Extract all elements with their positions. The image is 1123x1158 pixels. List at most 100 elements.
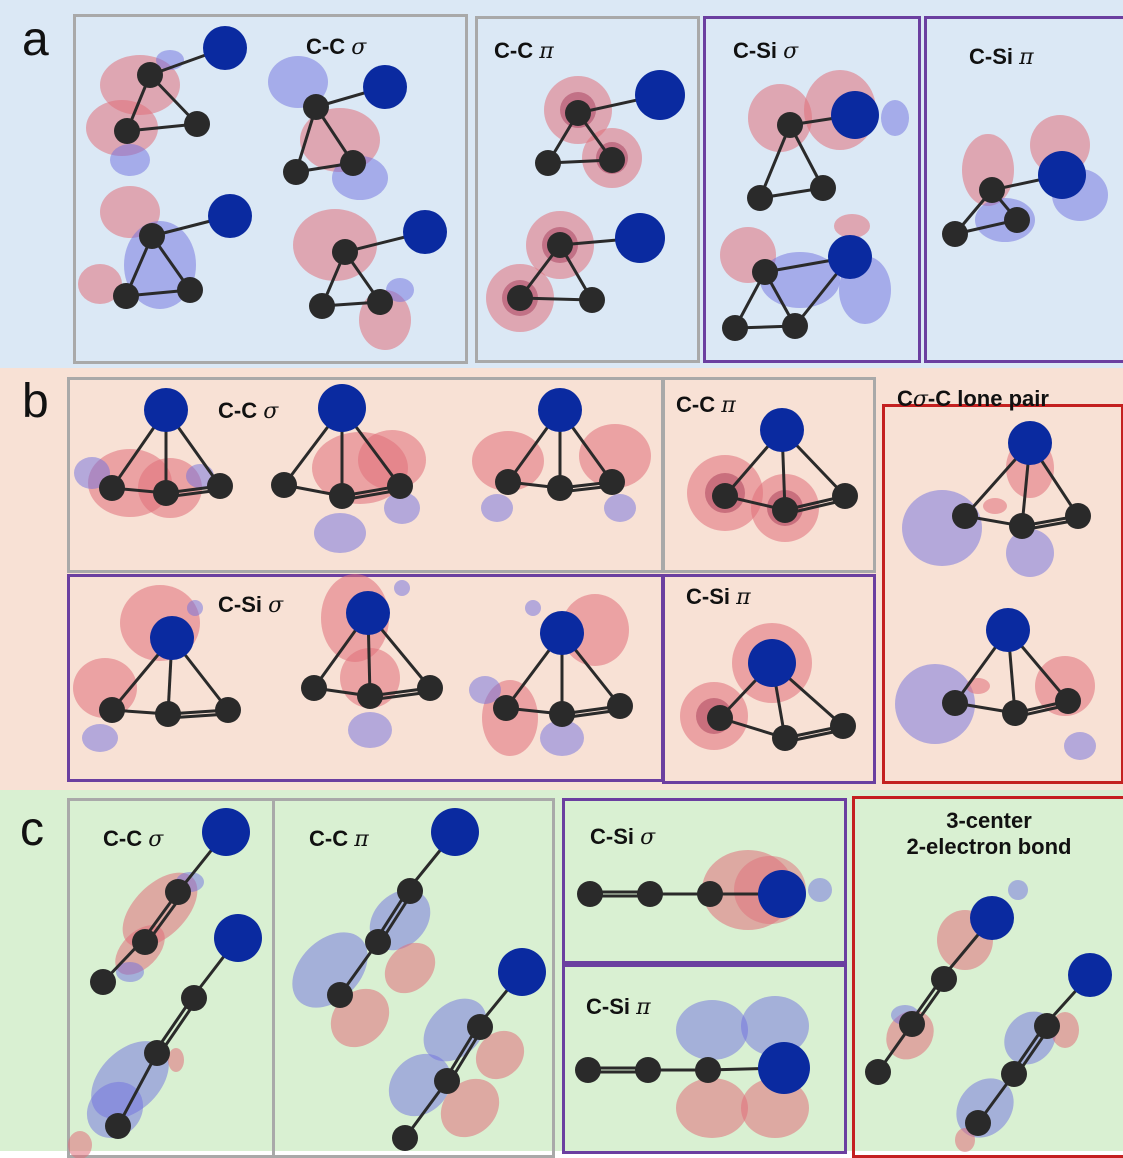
orbital-symbol: σ: [148, 827, 164, 852]
orbital-symbol: σ: [263, 399, 279, 424]
bond-type: C-Si: [590, 824, 634, 849]
carbon-atom: [782, 313, 808, 339]
orbital-symbol: π: [636, 995, 651, 1020]
silicon-atom: [828, 235, 872, 279]
carbon-atom: [90, 969, 116, 995]
bond-type: C-C: [676, 392, 716, 417]
carbon-atom: [599, 147, 625, 173]
carbon-atom: [772, 725, 798, 751]
panel-a-molecules: [78, 26, 1108, 350]
silicon-atom: [203, 26, 247, 70]
carbon-atom: [417, 675, 443, 701]
bond-type: C-Si: [586, 994, 630, 1019]
carbon-atom: [865, 1059, 891, 1085]
carbon-atom: [332, 239, 358, 265]
panel-b-cc-pi-box: [662, 377, 876, 573]
carbon-atom: [467, 1014, 493, 1040]
carbon-atom: [952, 503, 978, 529]
orbital-lobes: [748, 70, 909, 152]
panel-c-three-center-caption: 3-center 2-electron bond: [855, 808, 1123, 860]
orbital-lobes: [293, 209, 414, 350]
bonds: [976, 973, 1092, 1124]
carbon-atom: [607, 693, 633, 719]
silicon-atom: [615, 213, 665, 263]
panel-a-csi-pi-caption: C-Si π: [969, 44, 1034, 71]
carbon-atom: [139, 223, 165, 249]
carbon-atom: [722, 315, 748, 341]
panel-a-cc-pi-box: [475, 16, 700, 363]
carbon-atom: [387, 473, 413, 499]
carbon-atom: [832, 483, 858, 509]
silicon-atom: [970, 896, 1014, 940]
orbital-symbol: σ: [640, 825, 656, 850]
carbon-atom: [137, 62, 163, 88]
panel-b-lone-pair-caption: Cσ-C lone pair: [897, 386, 1049, 413]
bond-type: C-C: [103, 826, 143, 851]
carbon-atom: [99, 697, 125, 723]
silicon-atom: [431, 808, 479, 856]
carbon-atom: [340, 150, 366, 176]
carbon-atom: [535, 150, 561, 176]
caption-prefix: C: [897, 386, 913, 411]
carbon-atom: [495, 469, 521, 495]
silicon-atom: [635, 70, 685, 120]
carbon-atom: [549, 701, 575, 727]
carbon-atom: [1001, 1061, 1027, 1087]
carbon-atom: [777, 112, 803, 138]
carbon-atom: [1002, 700, 1028, 726]
orbital-symbol: σ: [783, 39, 799, 64]
panel-c-label: c: [20, 803, 44, 856]
bond-type: C-Si: [686, 584, 730, 609]
carbon-atom: [392, 1125, 418, 1151]
carbon-atom: [772, 497, 798, 523]
orbital-lobes: [962, 115, 1108, 242]
orbital-symbol: π: [1019, 45, 1034, 70]
silicon-atom: [346, 591, 390, 635]
carbon-atom: [114, 118, 140, 144]
caption-line-1: 3-center: [946, 808, 1032, 833]
orbital-lobes: [676, 996, 809, 1138]
carbon-atom: [931, 966, 957, 992]
panel-a-cc-pi-caption: C-C π: [494, 38, 554, 65]
carbon-atom: [207, 473, 233, 499]
silicon-atom: [538, 388, 582, 432]
bond-type: C-Si: [218, 592, 262, 617]
carbon-atom: [712, 483, 738, 509]
panel-a-csi-sigma-caption: C-Si σ: [733, 38, 798, 65]
silicon-atom: [1008, 421, 1052, 465]
carbon-atom: [637, 881, 663, 907]
carbon-atom: [105, 1113, 131, 1139]
carbon-atom: [301, 675, 327, 701]
silicon-atom: [986, 608, 1030, 652]
carbon-atom: [575, 1057, 601, 1083]
carbon-atom: [181, 985, 207, 1011]
carbon-atom: [1004, 207, 1030, 233]
orbital-lobes: [687, 455, 819, 542]
carbon-atom: [365, 929, 391, 955]
panel-c-cc-pi-caption: C-C π: [309, 826, 369, 853]
carbon-atom: [155, 701, 181, 727]
orbital-lobes: [472, 424, 651, 522]
carbon-atom: [507, 285, 533, 311]
carbon-atom: [397, 878, 423, 904]
carbon-atom: [215, 697, 241, 723]
silicon-atom: [214, 914, 262, 962]
carbon-atom: [1009, 513, 1035, 539]
carbon-atom: [327, 982, 353, 1008]
panel-c-csi-sigma-caption: C-Si σ: [590, 824, 655, 851]
orbital-symbol: σ: [268, 593, 284, 618]
panel-b-cc-sigma-caption: C-C σ: [218, 398, 278, 425]
carbon-atom: [579, 287, 605, 313]
panel-b-csi-sigma-caption: C-Si σ: [218, 592, 283, 619]
carbon-atom: [810, 175, 836, 201]
silicon-atom: [760, 408, 804, 452]
panel-a-csi-sigma-box: [703, 16, 921, 363]
silicon-atom: [403, 210, 447, 254]
silicon-atom: [208, 194, 252, 238]
carbon-atom: [99, 475, 125, 501]
silicon-atom: [758, 1042, 810, 1094]
bond-type: C-C: [494, 38, 534, 63]
panel-a-cc-sigma-caption: C-C σ: [306, 34, 366, 61]
panel-b-csi-pi-caption: C-Si π: [686, 584, 751, 611]
